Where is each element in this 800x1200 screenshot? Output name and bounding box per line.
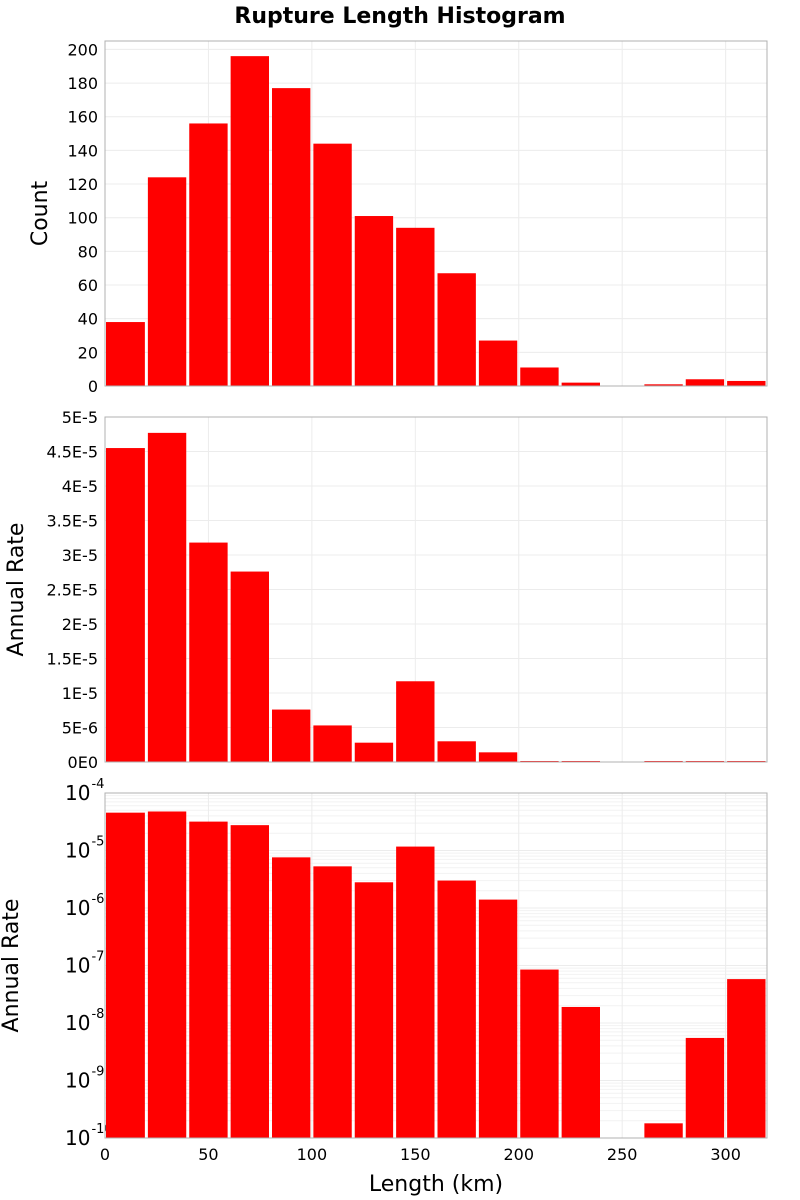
bar-bin-220	[561, 382, 600, 386]
y-tick-label: 120	[67, 175, 98, 194]
bar-bin-40	[189, 542, 228, 762]
bar-bin-200	[520, 367, 559, 386]
bar-bin-300	[727, 380, 766, 386]
panel-2: 0E0 5E-6 1E-5 1.5E-5 2E-5 2.5E-5 3E-5 3.5E-5 4E-…	[4, 408, 768, 772]
plot-frame	[104, 792, 768, 1139]
y-axis-label: Count	[28, 180, 53, 246]
y-tick-label: 10-7	[65, 950, 104, 978]
plot-frame	[104, 40, 768, 387]
panel-1: 0 20 40 60 80 100 120 140 160 180 200 Count	[28, 40, 768, 396]
bar-bin-220	[561, 1006, 600, 1138]
y-tick-label: 5E-6	[62, 719, 98, 738]
x-axis-label: Length (km)	[369, 1172, 503, 1197]
y-tick-label: 5E-5	[62, 408, 98, 427]
y-tick-label: 140	[67, 141, 98, 160]
bar-bin-140	[396, 846, 435, 1138]
y-tick-label: 10-6	[65, 892, 104, 920]
plot-frame	[104, 416, 768, 763]
bar-bin-20	[147, 177, 187, 386]
y-tick-exponent: -9	[91, 1065, 104, 1080]
y-tick-label: 200	[67, 40, 98, 59]
bar-bin-120	[354, 882, 394, 1138]
bar-bin-0	[106, 448, 145, 762]
y-tick-label: 160	[67, 108, 98, 127]
y-tick-exponent: -6	[91, 892, 104, 907]
bar-bin-200	[520, 969, 559, 1138]
bar-bin-280	[685, 379, 725, 386]
chart-title: Rupture Length Histogram	[234, 4, 565, 29]
x-tick-label: 0	[100, 1145, 110, 1164]
y-tick-exponent: -8	[91, 1007, 104, 1022]
y-tick-label: 0E0	[68, 753, 98, 772]
x-tick-label: 50	[198, 1145, 218, 1164]
bar-bin-180	[478, 340, 518, 386]
bar-bin-60	[230, 571, 269, 762]
bar-bin-180	[478, 899, 518, 1138]
y-tick-label: 3E-5	[62, 546, 98, 565]
bar-bin-80	[272, 88, 311, 386]
bar-bin-140	[396, 681, 435, 762]
bar-bin-120	[354, 742, 394, 762]
bar-bin-120	[354, 216, 394, 386]
bar-bin-80	[272, 857, 311, 1138]
bar-bin-80	[272, 709, 311, 762]
bar-bin-280	[685, 1037, 725, 1138]
y-tick-exponent: -4	[91, 777, 104, 792]
y-tick-label: 40	[78, 310, 98, 329]
bar-bin-60	[230, 825, 269, 1138]
bar-bin-260	[644, 384, 683, 386]
bar-bin-40	[189, 123, 228, 387]
y-tick-label: 0	[88, 377, 98, 396]
y-axis-label: Annual Rate	[4, 523, 29, 657]
bar-bin-0	[106, 812, 145, 1138]
bar-bin-160	[437, 880, 476, 1138]
x-tick-label: 300	[710, 1145, 741, 1164]
y-tick-label: 3.5E-5	[46, 512, 98, 531]
bar-bin-40	[189, 821, 228, 1138]
bar-bin-60	[230, 56, 269, 387]
bar-bin-20	[147, 811, 187, 1138]
bar-bin-100	[313, 866, 352, 1138]
y-tick-label: 4E-5	[62, 477, 98, 496]
y-tick-label: 60	[78, 276, 98, 295]
y-tick-label: 10-5	[65, 835, 104, 863]
y-tick-label: 180	[67, 74, 98, 93]
y-tick-label: 1E-5	[62, 684, 98, 703]
x-tick-label: 250	[607, 1145, 638, 1164]
bar-bin-160	[437, 273, 476, 386]
y-tick-label: 100	[67, 209, 98, 228]
x-tick-label: 200	[503, 1145, 534, 1164]
y-tick-label: 10-4	[65, 777, 104, 805]
y-tick-label: 10-9	[65, 1065, 104, 1093]
y-tick-label: 2.5E-5	[46, 581, 98, 600]
bar-bin-100	[313, 143, 352, 386]
x-tick-label: 100	[297, 1145, 328, 1164]
bar-bin-260	[644, 1123, 683, 1138]
bar-bin-20	[147, 432, 187, 762]
bar-bin-300	[727, 979, 766, 1138]
y-tick-label: 1.5E-5	[46, 650, 98, 669]
bar-bin-160	[437, 741, 476, 762]
y-tick-label: 2E-5	[62, 615, 98, 634]
y-tick-exponent: -5	[91, 835, 104, 850]
bar-bin-0	[106, 322, 145, 386]
x-tick-label: 150	[400, 1145, 431, 1164]
y-tick-label: 80	[78, 242, 98, 261]
bar-bin-140	[396, 227, 435, 386]
y-tick-label: 4.5E-5	[46, 443, 98, 462]
bar-bin-100	[313, 725, 352, 762]
y-axis-label: Annual Rate	[0, 899, 24, 1033]
y-tick-label: 20	[78, 343, 98, 362]
y-tick-exponent: -7	[91, 950, 104, 965]
y-tick-label: 10-8	[65, 1007, 104, 1035]
bar-bin-180	[478, 752, 518, 762]
panels-layer: 0 20 40 60 80 100 120 140 160 180 200 Count 0E0 5E-6 1…	[0, 40, 768, 1164]
